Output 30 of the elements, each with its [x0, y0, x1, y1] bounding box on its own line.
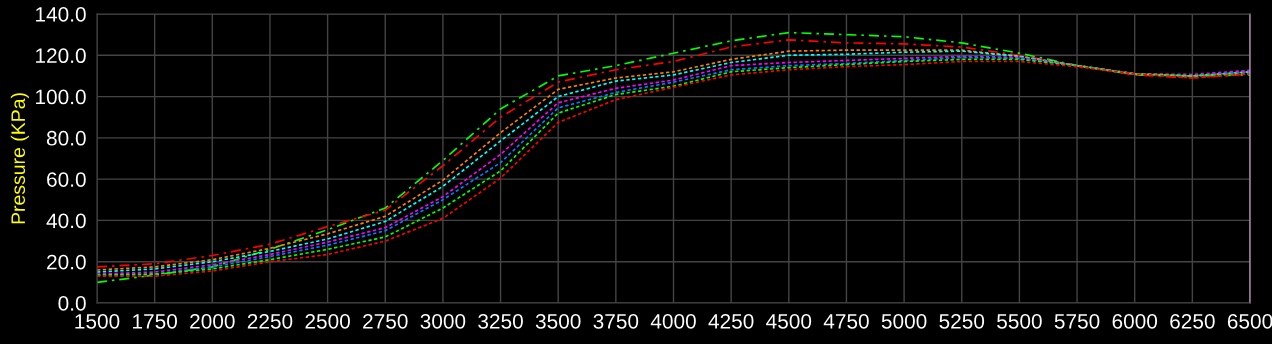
x-tick-label: 2250 [247, 313, 293, 329]
y-tick-label: 120.0 [36, 48, 86, 64]
y-tick-label: 20.0 [47, 254, 86, 270]
x-tick-label: 2500 [305, 313, 350, 329]
y-tick-label: 80.0 [46, 130, 86, 146]
x-tick-label: 4750 [823, 313, 869, 329]
x-tick-label: 6000 [1112, 313, 1158, 329]
x-tick-label: 4250 [708, 313, 754, 329]
x-tick-label: 5000 [881, 313, 927, 329]
x-tick-label: 4000 [650, 313, 696, 329]
x-tick-label: 1500 [75, 313, 120, 329]
x-tick-label: 6500 [1227, 313, 1272, 329]
x-tick-label: 2750 [363, 313, 408, 329]
y-tick-label: 100.0 [36, 89, 86, 105]
y-axis-title: Pressure (KPa) [10, 93, 29, 224]
x-tick-label: 2000 [190, 313, 235, 329]
x-tick-label: 4500 [766, 313, 812, 329]
y-tick-label: 40.0 [46, 213, 86, 229]
x-tick-label: 6250 [1170, 313, 1215, 329]
y-tick-label: 0.0 [58, 296, 86, 311]
x-tick-label: 3000 [420, 313, 466, 329]
x-tick-label: 5500 [997, 313, 1042, 329]
y-tick-label: 60.0 [47, 172, 86, 187]
x-tick-label: 3500 [535, 313, 581, 329]
y-tick-label: 140.0 [36, 7, 86, 22]
x-tick-label: 3750 [593, 313, 639, 329]
x-tick-label: 1750 [133, 313, 178, 329]
x-tick-label: 3250 [478, 313, 523, 329]
x-tick-label: 5750 [1054, 313, 1100, 329]
x-tick-label: 5250 [939, 313, 985, 329]
